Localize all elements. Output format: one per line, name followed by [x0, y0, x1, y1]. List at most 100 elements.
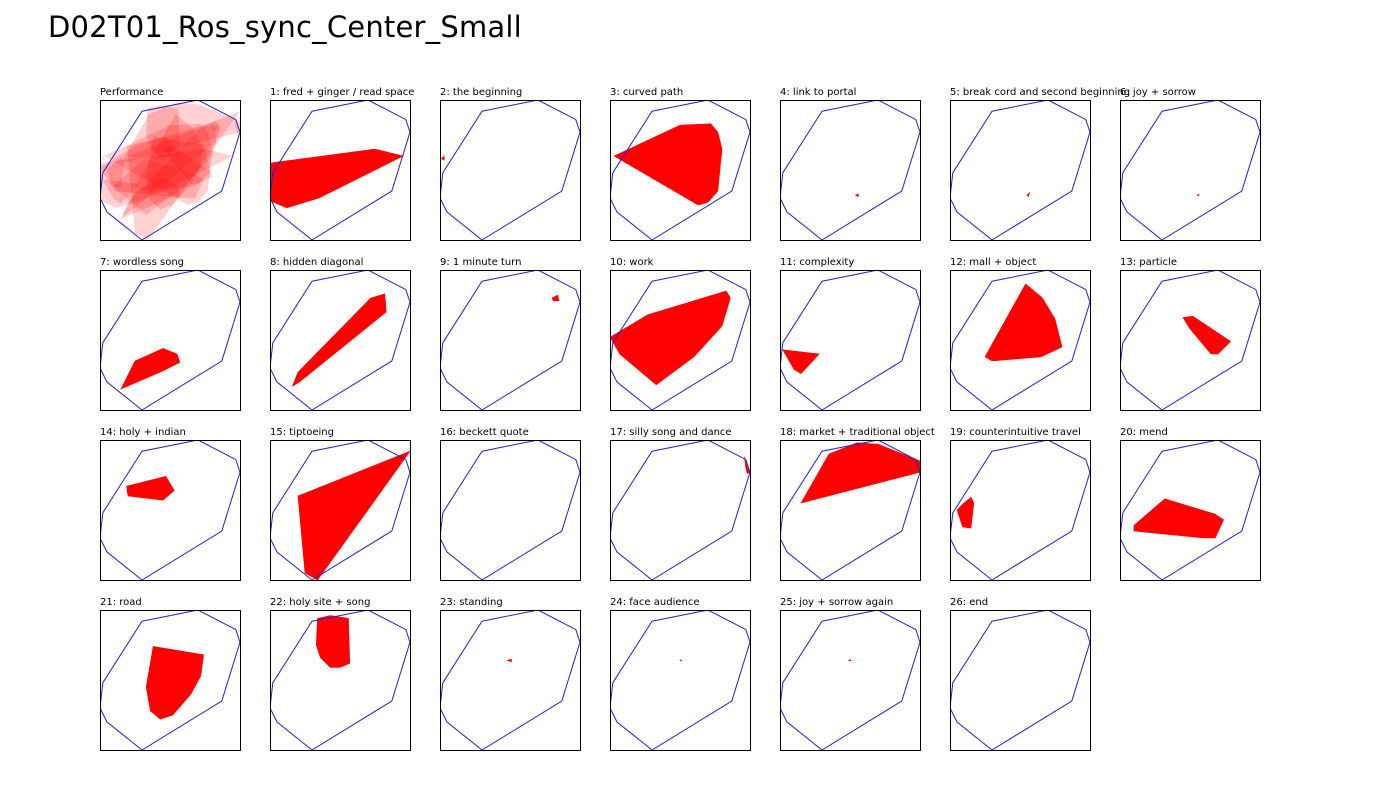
region-polygon — [800, 442, 920, 504]
panel-frame — [950, 270, 1091, 411]
boundary-outline — [440, 610, 580, 750]
region-polygon — [121, 102, 240, 163]
boundary-outline — [270, 610, 410, 750]
panel-frame — [610, 610, 751, 751]
region-polygon — [1133, 498, 1224, 539]
region-polygon — [168, 149, 171, 152]
boundary-outline — [780, 270, 920, 410]
region-polygon — [177, 192, 180, 197]
panel: 7: wordless song — [100, 257, 241, 411]
panel-frame — [270, 440, 411, 581]
panel: 5: break cord and second beginning — [950, 87, 1130, 241]
boundary-outline — [780, 100, 920, 240]
boundary-outline — [610, 100, 750, 240]
panel-frame — [780, 100, 921, 241]
region-polygon — [175, 193, 179, 197]
region-polygon — [163, 146, 211, 184]
region-polygon — [1182, 315, 1232, 355]
region-polygon — [120, 348, 181, 390]
panel: 21: road — [100, 597, 241, 751]
region-polygon — [126, 476, 175, 501]
panel-frame — [1120, 270, 1261, 411]
panel-frame — [610, 100, 751, 241]
region-polygon — [1196, 193, 1200, 197]
boundary-outline — [1120, 440, 1260, 580]
panel-frame — [610, 440, 751, 581]
region-polygon — [212, 125, 219, 131]
panel-title: 10: work — [610, 257, 654, 268]
panel-title: 18: market + traditional object — [780, 427, 935, 438]
boundary-outline — [270, 270, 410, 410]
panel-title: 20: mend — [1120, 427, 1168, 438]
panel: 22: holy site + song — [270, 597, 411, 751]
boundary-outline — [100, 100, 240, 240]
panel-title: 3: curved path — [610, 87, 683, 98]
panel-title: 9: 1 minute turn — [440, 257, 521, 268]
region-polygon — [610, 290, 731, 386]
panel: Performance — [100, 87, 241, 241]
region-polygon — [100, 121, 221, 215]
panel-frame — [440, 610, 581, 751]
panel-frame — [610, 270, 751, 411]
panel-frame — [270, 270, 411, 411]
region-polygon — [167, 149, 172, 152]
panel-frame — [270, 610, 411, 751]
region-polygon — [114, 158, 204, 198]
panel-title: 12: mall + object — [950, 257, 1036, 268]
panel-frame — [950, 610, 1091, 751]
boundary-outline — [270, 100, 410, 240]
panel-frame — [100, 270, 241, 411]
panel: 23: standing — [440, 597, 581, 751]
panel-frame — [1120, 100, 1261, 241]
region-polygon — [956, 496, 975, 529]
boundary-outline — [1120, 270, 1260, 410]
boundary-outline — [950, 270, 1090, 410]
panel: 4: link to portal — [780, 87, 921, 241]
panel-title: 13: particle — [1120, 257, 1177, 268]
panel: 8: hidden diagonal — [270, 257, 411, 411]
panel: 11: complexity — [780, 257, 921, 411]
panel: 16: beckett quote — [440, 427, 581, 581]
panel: 2: the beginning — [440, 87, 581, 241]
panel-title: 17: silly song and dance — [610, 427, 732, 438]
panel: 14: holy + indian — [100, 427, 241, 581]
region-polygon — [101, 156, 105, 161]
region-polygon — [847, 659, 852, 662]
region-polygon — [315, 615, 351, 668]
panel-frame — [100, 610, 241, 751]
panel-title: 5: break cord and second beginning — [950, 87, 1130, 98]
panel: 17: silly song and dance — [610, 427, 751, 581]
panel-frame — [440, 100, 581, 241]
panel-frame — [950, 440, 1091, 581]
panel-title: 23: standing — [440, 597, 503, 608]
region-polygon — [121, 178, 180, 219]
region-polygon — [297, 450, 410, 580]
panel-title: 2: the beginning — [440, 87, 522, 98]
panel: 3: curved path — [610, 87, 751, 241]
region-polygon — [146, 105, 180, 158]
panel: 12: mall + object — [950, 257, 1091, 411]
region-polygon — [506, 658, 512, 663]
panel: 1: fred + ginger / read space — [270, 87, 414, 241]
panel: 13: particle — [1120, 257, 1261, 411]
region-polygon — [107, 157, 124, 189]
panel-title: 26: end — [950, 597, 988, 608]
panel-title: 4: link to portal — [780, 87, 856, 98]
panel-frame — [440, 440, 581, 581]
panel-title: 22: holy site + song — [270, 597, 370, 608]
boundary-outline — [440, 440, 580, 580]
panel-title: 11: complexity — [780, 257, 854, 268]
boundary-outline — [440, 270, 580, 410]
boundary-outline — [610, 440, 750, 580]
panel-title: 24: face audience — [610, 597, 699, 608]
boundary-outline — [780, 440, 920, 580]
region-polygon — [679, 659, 682, 662]
region-polygon — [126, 136, 175, 161]
panel-frame — [950, 100, 1091, 241]
boundary-outline — [950, 610, 1090, 750]
panel-frame — [100, 100, 241, 241]
panel: 26: end — [950, 597, 1091, 751]
boundary-outline — [440, 100, 580, 240]
panel-title: 6: joy + sorrow — [1120, 87, 1196, 98]
panel: 24: face audience — [610, 597, 751, 751]
